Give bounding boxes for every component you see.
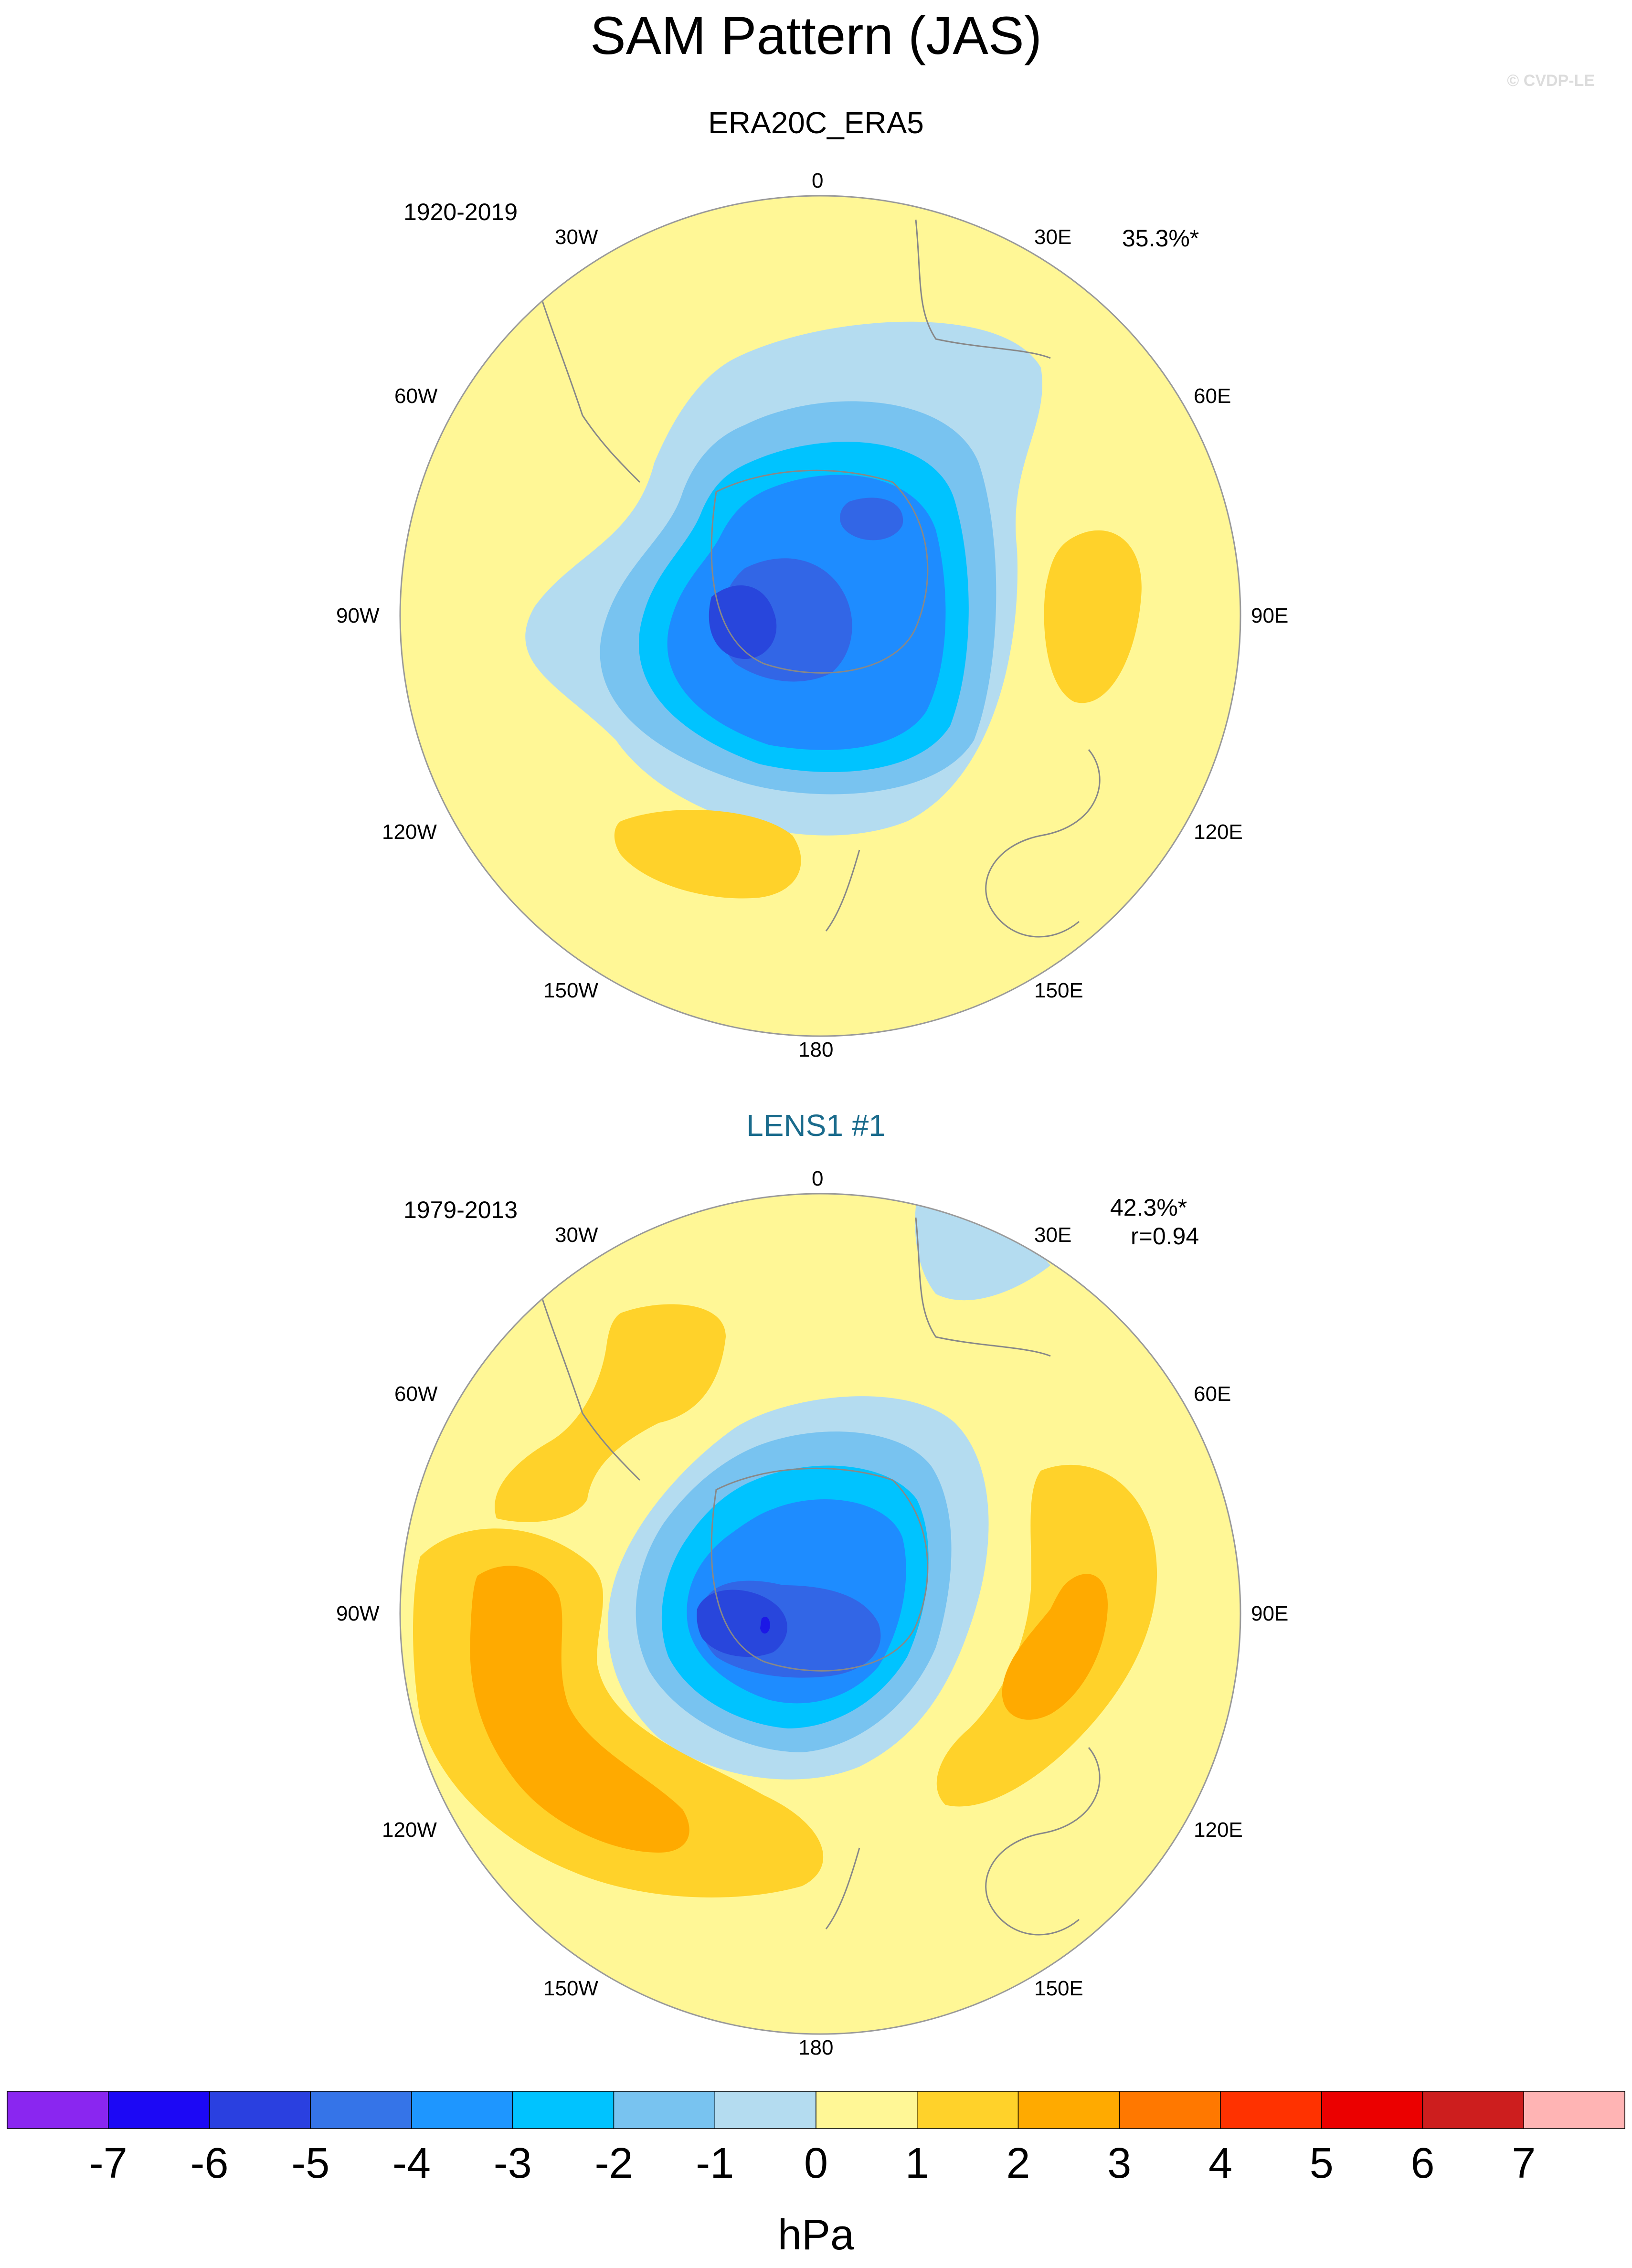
- panel-1-lon-label-120w: 120W: [382, 820, 437, 844]
- colorbar-box: [7, 2091, 109, 2129]
- panel-1-lon-label-60w: 60W: [394, 384, 438, 408]
- panel-2-lon-label-120e: 120E: [1194, 1818, 1243, 1842]
- watermark: © CVDP-LE: [1507, 72, 1595, 90]
- colorbar-box: [411, 2091, 513, 2129]
- colorbar-tick-label: -5: [291, 2140, 330, 2187]
- panel-1-period: 1920-2019: [403, 199, 518, 225]
- colorbar-tick-label: 1: [905, 2140, 929, 2187]
- panel-1-lon-label-150w: 150W: [543, 979, 598, 1002]
- panel-2-contours: [400, 1194, 1240, 2034]
- colorbar-tick-label: 0: [804, 2140, 828, 2187]
- colorbar-boxes: [7, 2091, 1625, 2129]
- colorbar-tick-label: -6: [190, 2140, 229, 2187]
- panel-2-lon-label-30e: 30E: [1034, 1223, 1072, 1247]
- colorbar-box: [816, 2091, 918, 2129]
- panel-2-lon-label-0: 0: [812, 1167, 824, 1190]
- colorbar-tick-label: -7: [89, 2140, 127, 2187]
- panel-1-lon-label-0: 0: [812, 169, 824, 192]
- panel-2-title: LENS1 #1: [746, 1108, 886, 1143]
- panel-1-contour-pos1-east: [1044, 530, 1142, 703]
- panel-2-period: 1979-2013: [403, 1197, 518, 1223]
- colorbar-box: [1119, 2091, 1221, 2129]
- colorbar-tick-label: 6: [1410, 2140, 1435, 2187]
- panel-2-contour-pos2-east: [1002, 1574, 1108, 1720]
- colorbar-box: [613, 2091, 715, 2129]
- panel-1-lon-label-120e: 120E: [1194, 820, 1243, 844]
- panel-2-contour-pos1-southamerica: [495, 1304, 726, 1522]
- panel-2-lon-label-120w: 120W: [382, 1818, 437, 1842]
- colorbar-tick-label: 4: [1208, 2140, 1233, 2187]
- panel-1-contours: [400, 196, 1240, 1036]
- colorbar-box: [209, 2091, 311, 2129]
- colorbar-box: [512, 2091, 615, 2129]
- panel-1-lon-label-150e: 150E: [1034, 979, 1083, 1002]
- colorbar-box: [1220, 2091, 1322, 2129]
- panel-2-lon-label-60w: 60W: [394, 1382, 438, 1406]
- panel-2-lon-label-90w: 90W: [336, 1602, 380, 1625]
- panel-1-contour-neg6: [709, 585, 777, 659]
- panel-2-lon-label-150e: 150E: [1034, 1977, 1083, 2000]
- panel-1-lon-label-90w: 90W: [336, 604, 380, 627]
- panel-2-map-border: [399, 1193, 1241, 2035]
- panel-2-lon-label-60e: 60E: [1194, 1382, 1231, 1406]
- panel-1-polar-map: [399, 195, 1241, 1037]
- colorbar-box: [714, 2091, 816, 2129]
- colorbar-box: [1422, 2091, 1524, 2129]
- panel-1-lon-label-30w: 30W: [555, 225, 598, 249]
- colorbar-box: [917, 2091, 1019, 2129]
- colorbar-box: [1017, 2091, 1120, 2129]
- panel-1-contour-pos1-south: [614, 810, 801, 899]
- panel-2-variance: 42.3%*: [1110, 1194, 1187, 1221]
- colorbar: [7, 2091, 1625, 2129]
- panel-2-lon-label-30w: 30W: [555, 1223, 598, 1247]
- colorbar-tick-label: 3: [1107, 2140, 1132, 2187]
- colorbar-box: [310, 2091, 412, 2129]
- panel-2-lon-label-90e: 90E: [1251, 1602, 1289, 1625]
- panel-2-lon-label-180: 180: [798, 2036, 834, 2059]
- colorbar-tick-label: -2: [594, 2140, 633, 2187]
- panel-2-contour-neg1-africa: [915, 1198, 1050, 1301]
- colorbar-tick-label: -4: [392, 2140, 431, 2187]
- colorbar-tick-label: -3: [493, 2140, 532, 2187]
- colorbar-tick-label: 2: [1006, 2140, 1030, 2187]
- panel-1-lon-label-60e: 60E: [1194, 384, 1231, 408]
- panel-1-title: ERA20C_ERA5: [708, 106, 924, 140]
- panel-1-contour-neg5b: [840, 498, 903, 541]
- panel-2-correlation: r=0.94: [1131, 1223, 1199, 1250]
- panel-1-lon-label-90e: 90E: [1251, 604, 1289, 627]
- panel-2-lon-label-150w: 150W: [543, 1977, 598, 2000]
- colorbar-box: [108, 2091, 210, 2129]
- panel-2-coastlines: [534, 1217, 1101, 1936]
- panel-1-lon-label-180: 180: [798, 1038, 834, 1061]
- colorbar-tick-label: -1: [696, 2140, 734, 2187]
- panel-1-variance: 35.3%*: [1122, 225, 1199, 252]
- panel-1-coastlines: [534, 219, 1101, 938]
- panel-1-map-border: [399, 195, 1241, 1037]
- panel-2-contour-neg7: [760, 1617, 770, 1634]
- colorbar-box: [1523, 2091, 1625, 2129]
- panel-2-polar-map: [399, 1193, 1241, 2035]
- panel-2-contour-pos2-west: [470, 1566, 689, 1853]
- panel-1-lon-label-30e: 30E: [1034, 225, 1072, 249]
- colorbar-tick-label: 5: [1309, 2140, 1334, 2187]
- colorbar-box: [1321, 2091, 1423, 2129]
- colorbar-unit: hPa: [777, 2211, 855, 2259]
- colorbar-tick-label: 7: [1512, 2140, 1536, 2187]
- figure-title: SAM Pattern (JAS): [590, 6, 1042, 65]
